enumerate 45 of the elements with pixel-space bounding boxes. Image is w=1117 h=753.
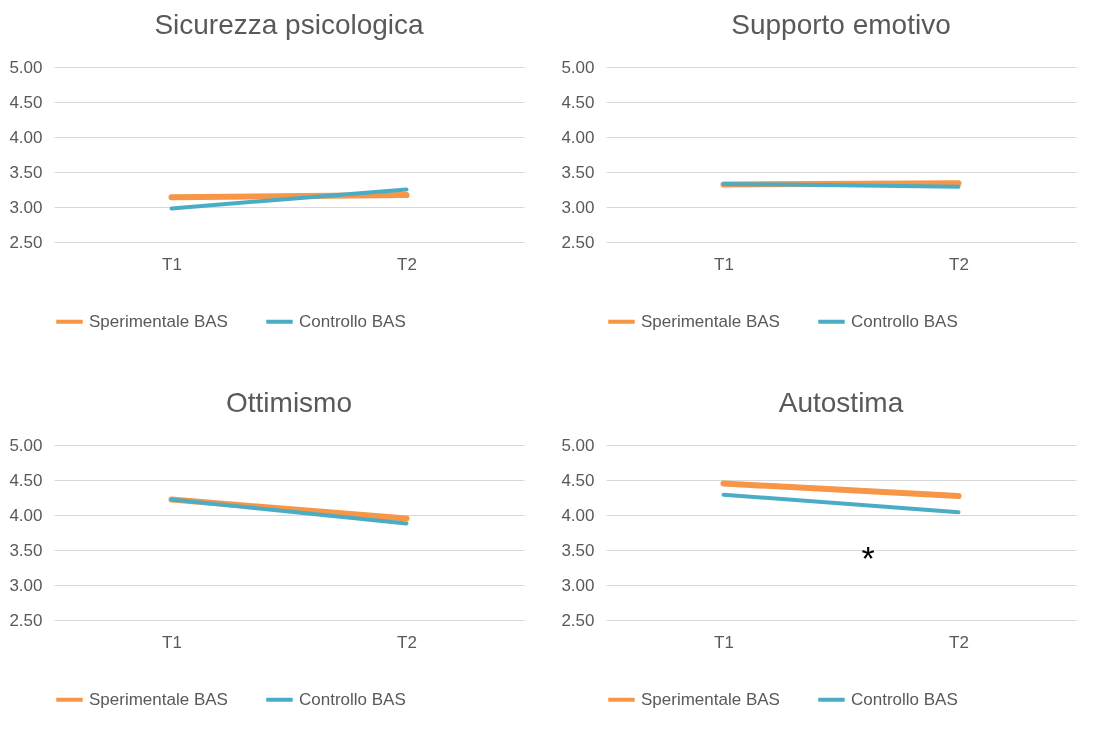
y-tick-label: 3.50 — [9, 540, 43, 560]
annotation: * — [861, 539, 875, 577]
legend-label: Controllo BAS — [299, 311, 406, 331]
y-tick-label: 4.00 — [9, 127, 43, 147]
y-tick-label: 4.50 — [9, 92, 43, 112]
x-tick-label: T1 — [162, 254, 182, 274]
x-tick-label: T1 — [714, 632, 734, 652]
chart-title: Autostima — [778, 387, 904, 418]
y-tick-label: 4.00 — [561, 127, 595, 147]
y-tick-label: 4.00 — [9, 505, 43, 525]
legend-label: Controllo BAS — [299, 689, 406, 709]
legend-label: Sperimentale BAS — [89, 311, 228, 331]
y-tick-label: 4.50 — [9, 470, 43, 490]
y-tick-label: 3.50 — [561, 540, 595, 560]
y-tick-label: 2.50 — [9, 232, 43, 252]
y-tick-label: 3.00 — [561, 197, 595, 217]
y-tick-label: 5.00 — [561, 435, 595, 455]
legend-label: Sperimentale BAS — [641, 311, 780, 331]
chart-title: Ottimismo — [226, 387, 352, 418]
y-tick-label: 5.00 — [9, 435, 43, 455]
legend-label: Sperimentale BAS — [89, 689, 228, 709]
x-tick-label: T1 — [162, 632, 182, 652]
y-tick-label: 4.50 — [561, 470, 595, 490]
x-tick-label: T2 — [397, 632, 417, 652]
y-tick-label: 3.00 — [561, 575, 595, 595]
y-tick-label: 2.50 — [9, 610, 43, 630]
y-tick-label: 3.00 — [9, 575, 43, 595]
y-tick-label: 2.50 — [561, 232, 595, 252]
y-tick-label: 5.00 — [561, 57, 595, 77]
x-tick-label: T2 — [949, 632, 969, 652]
y-tick-label: 3.50 — [9, 162, 43, 182]
legend-label: Controllo BAS — [851, 689, 958, 709]
y-tick-label: 4.50 — [561, 92, 595, 112]
x-tick-label: T1 — [714, 254, 734, 274]
legend-label: Controllo BAS — [851, 311, 958, 331]
y-tick-label: 3.50 — [561, 162, 595, 182]
chart-title: Supporto emotivo — [731, 9, 951, 40]
legend-label: Sperimentale BAS — [641, 689, 780, 709]
y-tick-label: 4.00 — [561, 505, 595, 525]
chart-title: Sicurezza psicologica — [154, 9, 425, 40]
y-tick-label: 5.00 — [9, 57, 43, 77]
y-tick-label: 3.00 — [9, 197, 43, 217]
x-tick-label: T2 — [949, 254, 969, 274]
y-tick-label: 2.50 — [561, 610, 595, 630]
x-tick-label: T2 — [397, 254, 417, 274]
